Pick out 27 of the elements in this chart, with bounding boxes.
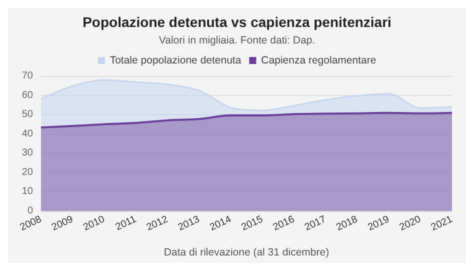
y-tick-label: 10 (22, 186, 34, 198)
y-tick-label: 60 (22, 90, 34, 101)
x-tick-label: 2019 (366, 214, 392, 234)
x-tick-label: 2014 (208, 214, 234, 234)
chart-subtitle: Valori in migliaia. Fonte dati: Dap. (158, 34, 316, 46)
x-tick-label: 2015 (240, 214, 266, 234)
x-tick-label: 2020 (398, 214, 424, 234)
legend-label: Totale popolazione detenuta (110, 54, 242, 66)
x-axis-title: Data di rilevazione (al 31 dicembre) (164, 246, 330, 258)
y-tick-label: 20 (22, 166, 34, 178)
x-tick-label: 2018 (334, 214, 360, 234)
x-tick-label: 2012 (145, 214, 170, 234)
x-tick-label: 2008 (18, 214, 44, 234)
y-tick-label: 70 (22, 70, 34, 82)
x-tick-label: 2013 (176, 214, 202, 234)
y-tick-label: 0 (27, 206, 34, 216)
chart-title: Popolazione detenuta vs capienza penitenziari (82, 14, 392, 30)
x-tick-label: 2009 (50, 214, 76, 234)
x-tick-label: 2021 (430, 214, 455, 234)
y-tick-label: 30 (22, 148, 34, 159)
x-tick-label: 2017 (303, 214, 328, 234)
x-tick-label: 2010 (82, 214, 107, 234)
x-tick-label: 2011 (114, 214, 139, 234)
legend-label: Capienza regolamentare (261, 54, 376, 66)
x-tick-label: 2016 (271, 214, 297, 234)
y-tick-label: 40 (22, 128, 34, 140)
y-tick-label: 50 (22, 109, 34, 120)
